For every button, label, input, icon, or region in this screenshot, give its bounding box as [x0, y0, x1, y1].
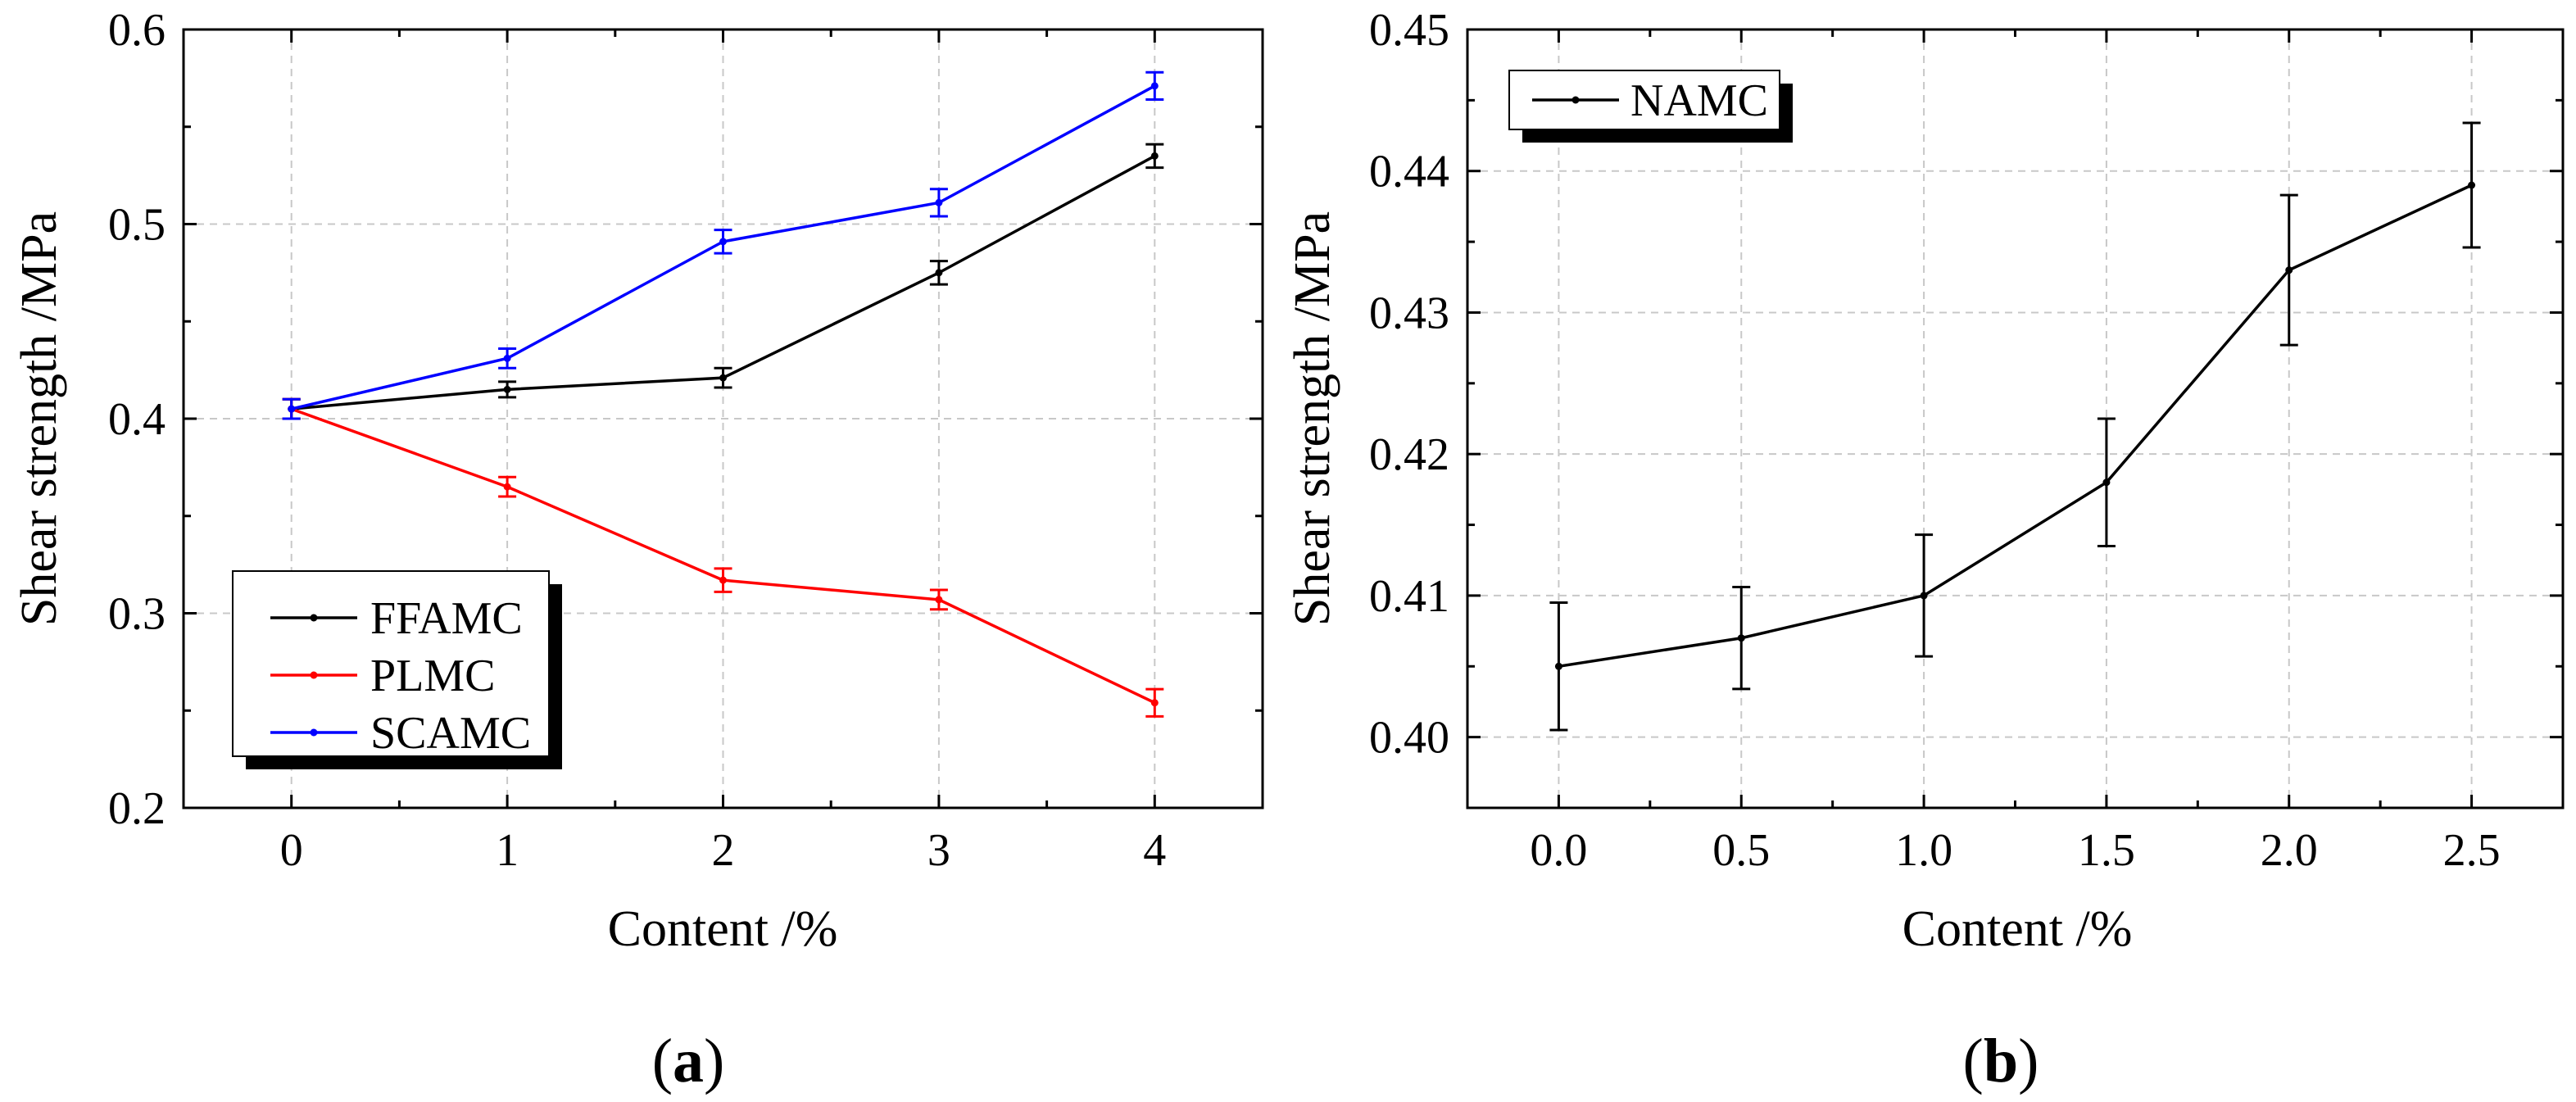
- caption-letter: a: [673, 1027, 704, 1095]
- x-tick-label: 0.5: [1712, 825, 1770, 876]
- legend-label: PLMC: [370, 651, 496, 701]
- legend-marker: [310, 728, 318, 737]
- panel-caption: (a): [652, 1027, 725, 1095]
- y-tick-label: 0.4: [108, 394, 166, 445]
- y-tick-label: 0.40: [1369, 713, 1449, 764]
- y-tick-label: 0.2: [108, 783, 166, 834]
- data-point: [1554, 662, 1562, 670]
- y-tick-label: 0.43: [1369, 288, 1449, 338]
- y-tick-label: 0.45: [1369, 5, 1449, 56]
- x-tick-label: 0: [280, 825, 303, 876]
- caption-paren-close: ): [2018, 1027, 2039, 1095]
- caption-paren-open: (: [652, 1027, 673, 1095]
- data-point: [935, 269, 943, 277]
- panel-caption: (b): [1963, 1027, 2039, 1095]
- data-point: [719, 238, 727, 246]
- legend-marker: [310, 614, 318, 622]
- series-namc: [1549, 121, 2481, 732]
- data-point: [935, 198, 943, 206]
- y-tick-label: 0.41: [1369, 571, 1449, 622]
- data-point: [2285, 266, 2293, 274]
- y-axis-title: Shear strength /MPa: [1285, 211, 1340, 626]
- plot-frame: [1466, 28, 2565, 809]
- data-point: [503, 354, 511, 362]
- series-line-namc: [1558, 184, 2473, 669]
- caption-letter: b: [1984, 1027, 2018, 1095]
- x-tick-label: 2: [712, 825, 735, 876]
- legend-marker: [310, 671, 318, 679]
- y-tick-label: 0.42: [1369, 429, 1449, 480]
- y-tick-label: 0.5: [108, 200, 166, 251]
- series-plmc: [282, 397, 1164, 718]
- y-tick-label: 0.6: [108, 5, 166, 56]
- legend-label: SCAMC: [370, 708, 531, 759]
- x-tick-label: 1.5: [2078, 825, 2135, 876]
- legend-label: NAMC: [1630, 75, 1768, 126]
- legend-box: [232, 570, 550, 757]
- x-tick-label: 1: [496, 825, 519, 876]
- legend-marker: [1571, 96, 1580, 104]
- x-axis-title: Content /%: [1903, 901, 2133, 957]
- data-point: [288, 405, 296, 413]
- data-point: [719, 576, 727, 584]
- x-tick-label: 1.0: [1895, 825, 1952, 876]
- data-point: [1737, 634, 1745, 642]
- data-point: [2102, 478, 2111, 487]
- caption-paren-close: ): [704, 1027, 724, 1095]
- legend-label: FFAMC: [370, 593, 523, 644]
- x-tick-label: 4: [1143, 825, 1166, 876]
- data-point: [935, 596, 943, 604]
- x-tick-label: 3: [927, 825, 950, 876]
- data-point: [503, 483, 511, 491]
- data-point: [503, 385, 511, 393]
- y-tick-label: 0.44: [1369, 147, 1449, 197]
- y-tick-label: 0.3: [108, 589, 166, 640]
- data-point: [1150, 699, 1159, 707]
- data-point: [719, 374, 727, 382]
- x-tick-label: 2.5: [2443, 825, 2501, 876]
- legend: NAMC: [1508, 70, 1793, 143]
- data-point: [1150, 152, 1159, 160]
- series-scamc: [282, 70, 1164, 420]
- legend: FFAMC PLMC SCAMC: [232, 570, 562, 769]
- data-point: [1150, 82, 1159, 90]
- chart-panel-a: 0 1 2 3 4 0.2 0.3 0.4 0.5 0.6 Content /% Shear stre…: [11, 5, 1264, 1095]
- x-tick-label: 2.0: [2261, 825, 2318, 876]
- data-point: [2468, 181, 2476, 189]
- caption-paren-open: (: [1963, 1027, 1984, 1095]
- x-axis-title: Content /%: [608, 901, 838, 957]
- data-point: [1920, 592, 1928, 600]
- x-tick-label: 0.0: [1530, 825, 1587, 876]
- chart-panel-b: 0.0 0.5 1.0 1.5 2.0 2.5 0.40 0.41 0.42 0.43 0.44 0.…: [1285, 5, 2565, 1095]
- y-axis-title: Shear strength /MPa: [11, 211, 67, 626]
